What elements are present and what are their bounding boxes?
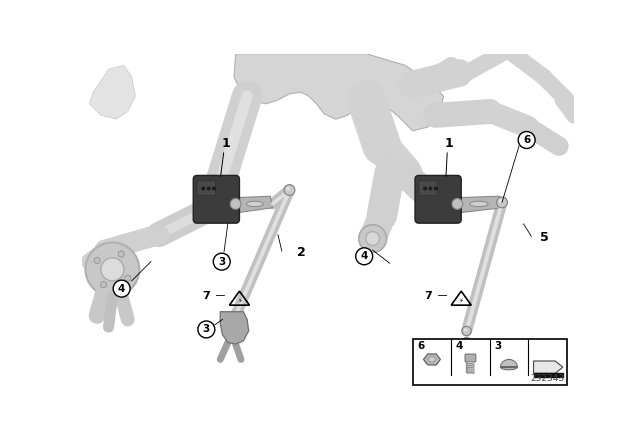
Text: 4: 4 xyxy=(456,340,463,351)
Circle shape xyxy=(202,187,205,190)
Text: 6: 6 xyxy=(417,340,425,351)
Text: 7: 7 xyxy=(424,291,432,302)
Polygon shape xyxy=(500,359,517,367)
Circle shape xyxy=(497,197,508,208)
Text: ⚡: ⚡ xyxy=(237,298,242,304)
Text: 7: 7 xyxy=(202,291,210,302)
Polygon shape xyxy=(534,361,563,373)
Ellipse shape xyxy=(470,201,488,207)
Circle shape xyxy=(464,328,467,332)
Text: 6: 6 xyxy=(446,355,453,365)
Text: 3: 3 xyxy=(218,257,225,267)
Circle shape xyxy=(207,187,210,190)
Circle shape xyxy=(359,225,387,252)
Polygon shape xyxy=(234,54,444,131)
Circle shape xyxy=(424,187,427,190)
Circle shape xyxy=(356,248,372,265)
Circle shape xyxy=(212,187,216,190)
Circle shape xyxy=(100,282,107,288)
Text: 6: 6 xyxy=(523,135,531,145)
FancyBboxPatch shape xyxy=(465,354,476,362)
Text: 4: 4 xyxy=(118,284,125,293)
Text: 3: 3 xyxy=(203,324,210,334)
Circle shape xyxy=(101,258,124,281)
Text: 1: 1 xyxy=(445,138,453,151)
Circle shape xyxy=(429,187,432,190)
Circle shape xyxy=(462,326,471,336)
Polygon shape xyxy=(234,196,273,213)
Text: 4: 4 xyxy=(360,251,368,261)
Bar xyxy=(413,339,566,385)
Text: 3: 3 xyxy=(495,340,502,351)
Ellipse shape xyxy=(246,201,263,207)
Text: 2: 2 xyxy=(297,246,305,259)
Circle shape xyxy=(518,132,535,148)
Text: 5: 5 xyxy=(540,231,548,244)
Text: 232343: 232343 xyxy=(531,374,564,383)
Polygon shape xyxy=(424,354,440,365)
Text: ⚡: ⚡ xyxy=(459,298,463,304)
Polygon shape xyxy=(90,65,136,119)
Circle shape xyxy=(441,352,458,369)
Circle shape xyxy=(230,198,241,209)
Ellipse shape xyxy=(500,365,517,370)
Circle shape xyxy=(125,275,131,281)
Circle shape xyxy=(286,187,290,190)
Polygon shape xyxy=(456,196,502,213)
FancyBboxPatch shape xyxy=(415,176,461,223)
Circle shape xyxy=(499,199,502,203)
Circle shape xyxy=(463,337,470,343)
Circle shape xyxy=(284,185,295,195)
Circle shape xyxy=(452,198,463,209)
Polygon shape xyxy=(428,357,436,362)
Circle shape xyxy=(435,187,437,190)
Circle shape xyxy=(213,253,230,270)
FancyBboxPatch shape xyxy=(419,181,437,195)
Circle shape xyxy=(365,232,380,246)
Text: 1: 1 xyxy=(221,138,230,151)
Circle shape xyxy=(113,280,130,297)
FancyBboxPatch shape xyxy=(197,181,216,195)
Polygon shape xyxy=(220,312,249,344)
Circle shape xyxy=(94,258,100,263)
Bar xyxy=(534,373,563,377)
Circle shape xyxy=(86,242,140,296)
Circle shape xyxy=(118,251,124,257)
FancyBboxPatch shape xyxy=(193,176,239,223)
Circle shape xyxy=(198,321,215,338)
